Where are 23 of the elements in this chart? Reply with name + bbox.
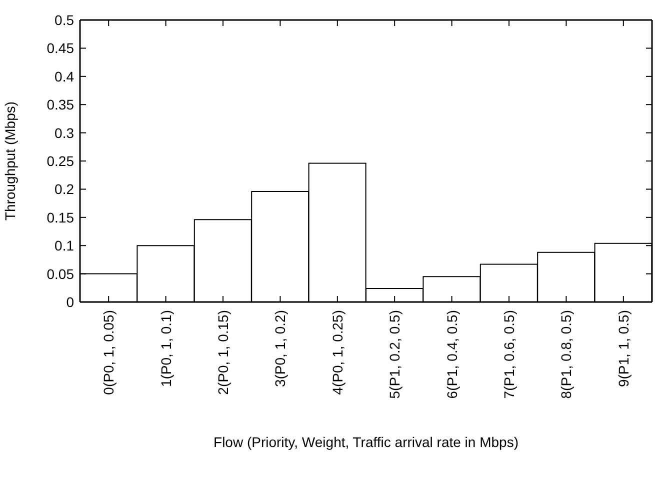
y-tick-label: 0.5 — [54, 12, 74, 28]
y-tick-label: 0.2 — [54, 181, 74, 198]
x-tick-label: 0(P0, 1, 0.05) — [100, 310, 117, 395]
x-tick-label: 4(P0, 1, 0.25) — [329, 310, 346, 395]
x-tick-label: 2(P0, 1, 0.15) — [215, 310, 231, 395]
y-tick-label: 0.1 — [54, 238, 74, 254]
y-tick-label: 0.25 — [46, 152, 74, 169]
y-tick-label: 0.3 — [54, 124, 74, 141]
x-tick-label: 5(P1, 0.2, 0.5) — [386, 310, 403, 399]
x-tick-label: 8(P1, 0.8, 0.5) — [558, 310, 574, 399]
x-tick-label: 6(P1, 0.4, 0.5) — [444, 310, 460, 399]
x-tick-label: 1(P0, 1, 0.1) — [158, 310, 174, 388]
y-tick-label: 0.15 — [46, 209, 74, 226]
y-tick-label: 0.05 — [46, 266, 74, 282]
y-tick-label: 0.35 — [46, 96, 74, 113]
y-tick-label: 0 — [66, 294, 74, 310]
y-tick-label: 0.4 — [54, 68, 74, 84]
x-tick-label: 9(P1, 1, 0.5) — [615, 310, 632, 388]
y-axis-title: Throughput (Mbps) — [2, 101, 18, 221]
x-tick-label: 3(P0, 1, 0.2) — [272, 310, 288, 388]
y-tick-label: 0.45 — [46, 40, 74, 56]
x-axis-title: Flow (Priority, Weight, Traffic arrival rate in Mbps) — [214, 434, 518, 450]
x-tick-label: 7(P1, 0.6, 0.5) — [501, 310, 517, 399]
